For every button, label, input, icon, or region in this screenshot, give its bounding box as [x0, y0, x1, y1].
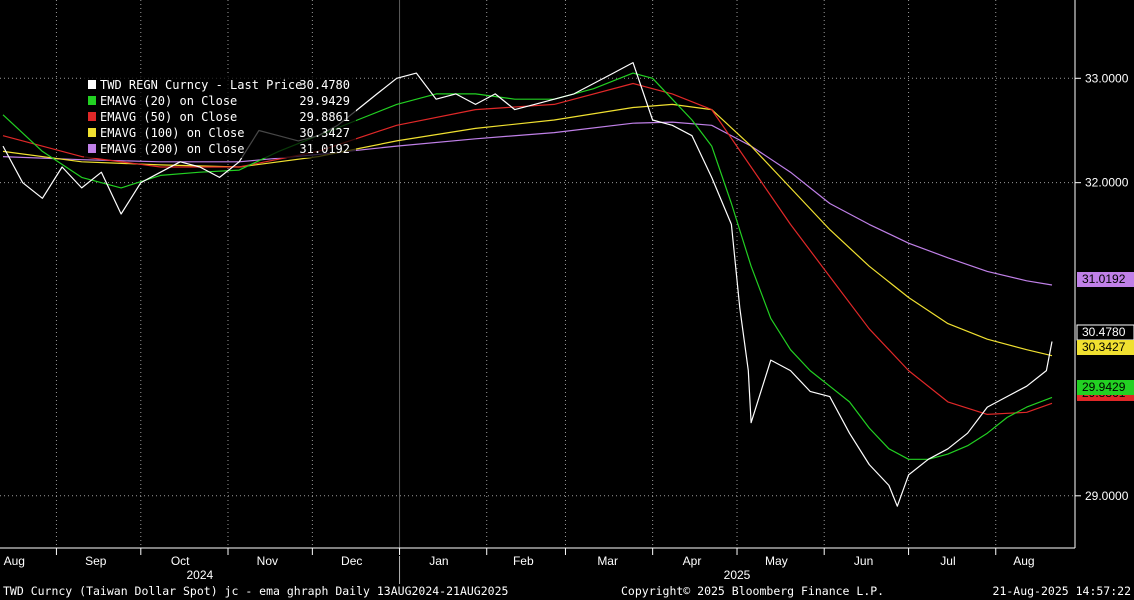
year-label: 2024: [187, 568, 214, 582]
footer-description: TWD Curncy (Taiwan Dollar Spot) jc - ema…: [3, 584, 508, 598]
legend-value: 31.0192: [299, 142, 350, 156]
last-value-tag: 29.9429: [1077, 380, 1134, 395]
x-tick-label: Feb: [513, 554, 534, 568]
x-tick-label: Jul: [940, 554, 955, 568]
legend-swatch: [88, 144, 96, 153]
legend-value: 30.4780: [299, 78, 350, 92]
last-value-tag-text: 30.3427: [1082, 340, 1126, 354]
last-value-tag: 30.3427: [1077, 340, 1134, 355]
legend-swatch: [88, 112, 96, 121]
x-tick-label: Mar: [597, 554, 618, 568]
footer-copyright: Copyright© 2025 Bloomberg Finance L.P.: [621, 584, 884, 598]
x-tick-label: Jan: [429, 554, 448, 568]
x-tick-label: May: [765, 554, 788, 568]
x-tick-label: Nov: [257, 554, 278, 568]
legend-entry: EMAVG (50) on Close: [100, 110, 237, 124]
axes: 29.0000 32.0000 33.0000 Aug Sep Oct Nov Dec Jan F…: [0, 0, 1129, 584]
last-value-tag-text: 31.0192: [1082, 272, 1126, 286]
legend-entry: TWD REGN Curncy - Last Price: [100, 78, 302, 92]
x-tick-label: Jun: [854, 554, 873, 568]
y-tick-label: 32.0000: [1085, 176, 1129, 190]
footer: TWD Curncy (Taiwan Dollar Spot) jc - ema…: [3, 584, 1131, 598]
legend-value: 30.3427: [299, 126, 350, 140]
last-value-tag: 30.4780: [1076, 324, 1134, 341]
legend-value: 29.8861: [299, 110, 350, 124]
x-tick-label: Apr: [683, 554, 702, 568]
series-line-0: [2, 61, 1053, 507]
year-label: 2025: [724, 568, 751, 582]
legend-swatch: [88, 80, 96, 89]
footer-timestamp: 21-Aug-2025 14:57:22: [993, 584, 1131, 598]
y-tick-label: 29.0000: [1085, 489, 1129, 503]
legend-value: 29.9429: [299, 94, 350, 108]
x-tick-label: Sep: [85, 554, 107, 568]
series-line-1: [2, 72, 1053, 460]
series-layer: [2, 61, 1053, 507]
legend-box: [84, 76, 356, 158]
legend-swatch: [88, 128, 96, 137]
legend-entry: EMAVG (200) on Close: [100, 142, 245, 156]
x-tick-label: Dec: [341, 554, 362, 568]
grid-lines: [0, 0, 1075, 548]
x-tick-label: Aug: [4, 554, 25, 568]
last-value-tag-text: 30.4780: [1082, 325, 1126, 339]
legend-swatch: [88, 96, 96, 105]
series-line-4: [2, 121, 1053, 286]
series-line-3: [2, 103, 1053, 357]
x-tick-label: Aug: [1013, 554, 1034, 568]
last-value-tag: 31.0192: [1077, 272, 1134, 287]
x-tick-label: Oct: [171, 554, 190, 568]
legend-entry: EMAVG (100) on Close: [100, 126, 245, 140]
legend-entry: EMAVG (20) on Close: [100, 94, 237, 108]
last-value-tag-text: 29.9429: [1082, 380, 1126, 394]
y-tick-label: 33.0000: [1085, 71, 1129, 85]
